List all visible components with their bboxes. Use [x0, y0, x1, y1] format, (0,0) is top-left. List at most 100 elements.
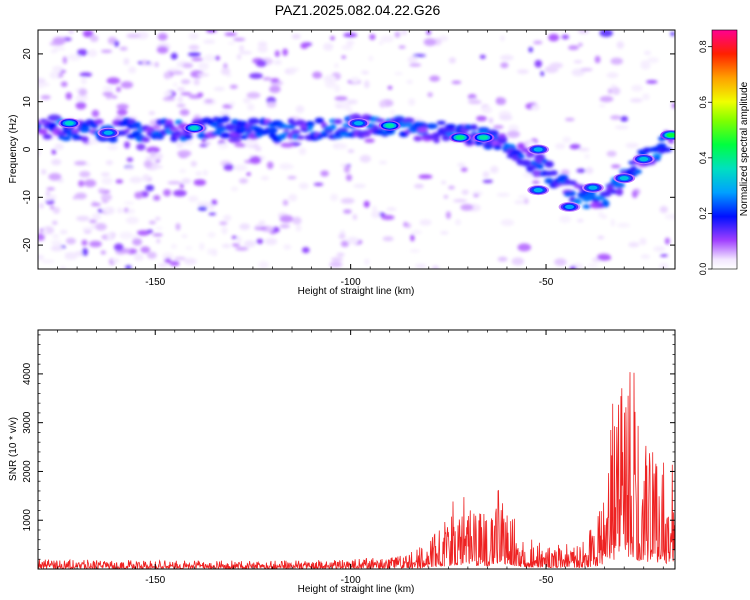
- spectrogram-cell: [157, 33, 168, 41]
- spectrogram-cell: [402, 117, 415, 124]
- spectrogram-cell: [195, 171, 202, 176]
- spectrogram-cell: [171, 71, 184, 75]
- spectrogram-cell: [163, 71, 171, 80]
- colorbar-tick-label: 0.4: [698, 152, 708, 165]
- spectrogram-cell: [208, 212, 217, 216]
- spectrogram-cell: [147, 251, 157, 259]
- spectrogram-cell: [87, 137, 101, 145]
- colorbar: 0.0 0.2 0.4 0.6 0.8 Normalized spectral ampl…: [698, 29, 750, 275]
- spectrogram-cell: [597, 255, 612, 261]
- spectrogram-cell: [288, 69, 296, 74]
- spectrogram-cell: [205, 141, 211, 146]
- spectrogram-cell: [100, 250, 107, 255]
- spectrogram-cell: [306, 125, 314, 131]
- spectrogram-cell: [60, 266, 66, 269]
- snr-y-label: SNR (10 * v/v): [8, 417, 19, 481]
- spectrogram-cell: [52, 36, 66, 45]
- spectrogram-cell: [45, 191, 51, 196]
- spectrogram-cell: [587, 263, 599, 268]
- spectrogram-cell: [116, 109, 128, 116]
- spectrogram-cell: [162, 252, 174, 261]
- spectrogram-cell: [548, 33, 560, 42]
- spectrogram-cell: [427, 92, 433, 98]
- spectrogram-cell: [233, 164, 248, 171]
- spectrogram-cell: [231, 235, 238, 239]
- spectrogram-cell: [378, 41, 384, 45]
- spectrogram-cell: [448, 185, 455, 190]
- spectrogram-cell: [255, 59, 267, 67]
- spectrogram-cell: [243, 240, 256, 248]
- spectrogram-cell: [490, 165, 499, 174]
- spectrogram-cell: [535, 163, 544, 170]
- spectrogram-cell: [204, 99, 214, 104]
- spectrogram-cell: [611, 87, 621, 95]
- spectrogram-cell: [258, 220, 266, 226]
- spectrogram-cell: [81, 136, 89, 143]
- spectrogram-cell: [500, 219, 515, 227]
- spectrogram-cell: [165, 119, 174, 125]
- colorbar-ticks: 0.0 0.2 0.4 0.6 0.8: [698, 40, 712, 275]
- spectrogram-peak: [385, 123, 395, 128]
- spectrogram-cell: [573, 60, 583, 64]
- spectrogram-cell: [426, 123, 438, 130]
- spectrogram-peak: [103, 130, 113, 135]
- spectrogram-cell: [561, 34, 569, 40]
- spectrogram-cell: [323, 75, 337, 83]
- spectrogram-cell: [568, 45, 579, 51]
- spectrogram-cell: [214, 55, 220, 61]
- spectrogram-cell: [267, 127, 278, 134]
- spectrogram-cell: [190, 160, 197, 167]
- spectrogram-cell: [330, 193, 339, 202]
- spectrogram-cell: [576, 168, 586, 173]
- spectrogram-cell: [523, 198, 529, 205]
- spectrogram-cell: [136, 143, 146, 151]
- spectrogram-cell: [598, 211, 604, 218]
- spectrogram-cell: [255, 224, 262, 228]
- spectrogram-peak: [354, 121, 363, 126]
- spectrogram-cell: [554, 258, 567, 266]
- spectrogram-cell: [610, 57, 623, 65]
- spectrogram-cell: [443, 195, 449, 199]
- spectrogram-cell: [330, 257, 343, 262]
- x-tick-label: -150: [145, 575, 165, 586]
- spectrogram-cell: [346, 40, 355, 46]
- y-tick-label: 20: [22, 48, 33, 60]
- spectrogram-cell: [219, 110, 231, 118]
- spectrogram-cell: [150, 151, 156, 157]
- spectrogram-cell: [68, 30, 74, 34]
- spectrogram-cell: [220, 67, 231, 75]
- spectrogram-cell: [295, 105, 305, 114]
- y-tick-label: 10: [22, 96, 33, 108]
- x-tick-label: -100: [341, 575, 361, 586]
- spectrogram-cell: [61, 135, 72, 141]
- spectrogram-cell: [404, 121, 413, 128]
- spectrogram-cell: [569, 190, 576, 197]
- spectrogram-cell: [249, 72, 263, 79]
- spectrogram-cell: [243, 97, 251, 104]
- spectrogram-cell: [91, 109, 100, 118]
- spectrogram-cell: [81, 77, 87, 85]
- spectrogram-cell: [323, 43, 334, 51]
- spectrogram-cell: [49, 205, 55, 210]
- spectrogram-cell: [470, 124, 478, 131]
- spectrogram-cell: [79, 171, 91, 178]
- spectrogram-cell: [488, 117, 494, 124]
- spectrogram-cell: [652, 153, 662, 158]
- spectrogram-cell: [558, 174, 569, 181]
- spectrogram-cell: [215, 126, 227, 133]
- spectrogram-peak: [639, 157, 649, 162]
- spectrogram-cell: [74, 192, 87, 200]
- spectrogram-cell: [221, 243, 231, 249]
- spectrogram-cell: [132, 238, 143, 246]
- spectrogram-cell: [249, 156, 262, 164]
- spectrogram-cell: [229, 84, 238, 89]
- spectrogram-cell: [48, 122, 56, 128]
- spectrogram-cell: [207, 232, 216, 238]
- spectrogram-cell: [247, 103, 255, 111]
- spectrogram-cell: [341, 45, 353, 50]
- spectrogram-cell: [670, 31, 675, 37]
- spectrogram-cell: [65, 92, 73, 100]
- spectrogram-cell: [334, 84, 341, 93]
- spectrogram-cell: [90, 123, 99, 129]
- spectrogram-cell: [182, 62, 194, 69]
